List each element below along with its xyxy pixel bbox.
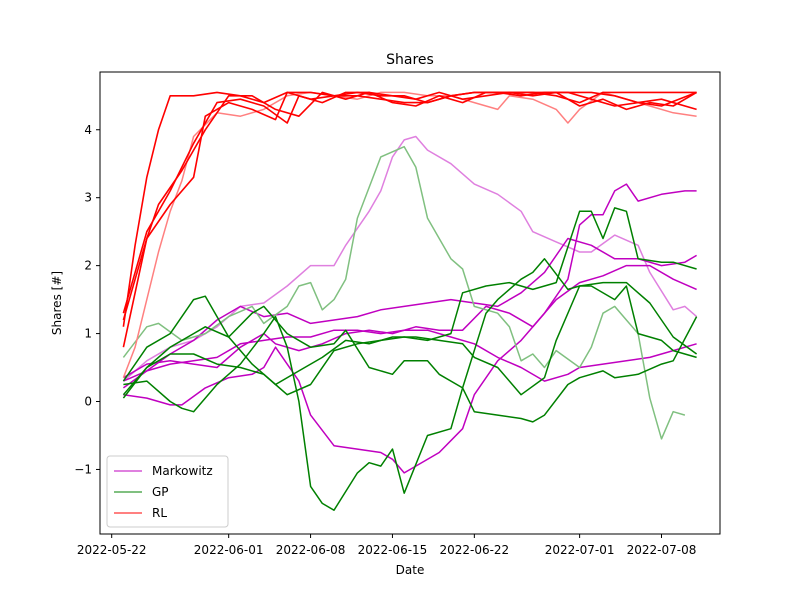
series-line-gp-8 — [122, 281, 698, 396]
x-tick-label: 2022-07-08 — [627, 543, 697, 557]
y-tick-label: 2 — [84, 259, 92, 273]
legend-label-rl: RL — [152, 506, 167, 520]
x-tick-label: 2022-06-15 — [358, 543, 428, 557]
plot-frame — [99, 71, 721, 535]
y-axis: −1 0 1 2 3 4 — [74, 123, 100, 476]
chart-title: Shares — [386, 52, 434, 68]
series-line-rl-11 — [122, 91, 697, 327]
y-tick-label: 3 — [84, 191, 92, 205]
legend-label-gp: GP — [152, 485, 169, 499]
series-line-rl-12 — [122, 91, 697, 321]
y-axis-label: Shares [#] — [50, 271, 64, 335]
legend-label-markowitz: Markowitz — [152, 464, 213, 478]
x-tick-label: 2022-06-01 — [194, 543, 264, 557]
legend-box — [106, 455, 229, 528]
series-line-rl-10 — [122, 91, 697, 378]
x-tick-label: 2022-06-08 — [276, 543, 346, 557]
y-tick-label: −1 — [74, 462, 92, 476]
x-axis: 2022-05-22 2022-06-01 2022-06-08 2022-06-15… — [77, 534, 697, 557]
x-tick-label: 2022-06-22 — [439, 543, 509, 557]
series-line-markowitz-1 — [122, 237, 697, 389]
y-tick-label: 4 — [84, 123, 92, 137]
series-line-gp-6 — [122, 207, 697, 396]
series-line-gp-5 — [122, 145, 686, 440]
y-tick-label: 1 — [84, 327, 92, 341]
series-line-rl-14 — [122, 91, 697, 348]
series-line-rl-13 — [122, 91, 698, 314]
x-tick-label: 2022-07-01 — [545, 543, 615, 557]
series-line-markowitz-3 — [123, 329, 697, 382]
series-layer — [122, 91, 698, 511]
legend: Markowitz GP RL — [106, 455, 229, 528]
x-axis-label: Date — [396, 563, 425, 577]
y-tick-label: 0 — [84, 395, 92, 409]
x-tick-label: 2022-05-22 — [77, 543, 147, 557]
series-line-gp-9 — [122, 305, 698, 423]
